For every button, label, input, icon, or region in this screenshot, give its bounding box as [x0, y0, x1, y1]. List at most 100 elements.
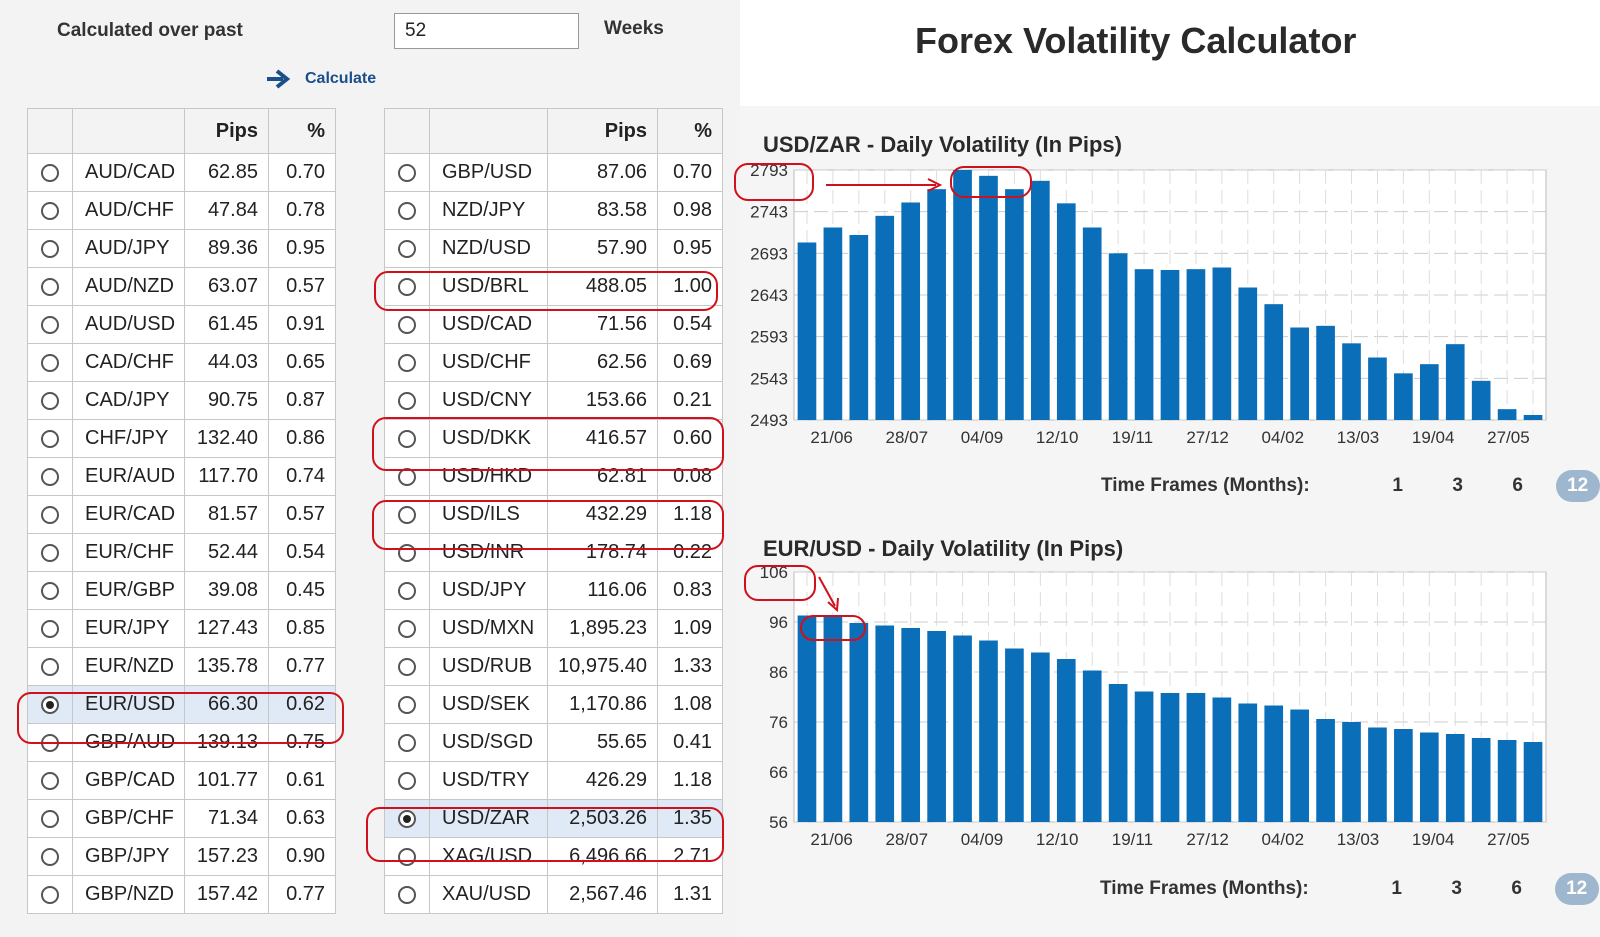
- radio-button[interactable]: [398, 277, 416, 296]
- table-row[interactable]: EUR/USD 66.30 0.62: [27, 685, 336, 724]
- table-row[interactable]: EUR/CHF 52.44 0.54: [27, 533, 336, 572]
- radio-button[interactable]: [41, 695, 59, 714]
- table-row[interactable]: AUD/CHF 47.84 0.78: [27, 191, 336, 230]
- table-row[interactable]: CHF/JPY 132.40 0.86: [27, 419, 336, 458]
- timeframe-6-button[interactable]: 6: [1512, 475, 1523, 496]
- pair-cell: EUR/NZD: [72, 647, 185, 686]
- table-row[interactable]: GBP/NZD 157.42 0.77: [27, 875, 336, 914]
- timeframe-12-button[interactable]: 12: [1555, 470, 1600, 502]
- radio-button[interactable]: [41, 809, 59, 828]
- timeframe-3-button[interactable]: 3: [1451, 878, 1462, 899]
- calculate-button[interactable]: Calculate: [265, 68, 376, 90]
- table-row[interactable]: GBP/CAD 101.77 0.61: [27, 761, 336, 800]
- radio-button[interactable]: [398, 391, 416, 410]
- radio-button[interactable]: [41, 163, 59, 182]
- table-row[interactable]: EUR/AUD 117.70 0.74: [27, 457, 336, 496]
- table-row[interactable]: GBP/CHF 71.34 0.63: [27, 799, 336, 838]
- pct-cell: 0.69: [657, 343, 723, 382]
- y-tick-label: 106: [760, 563, 788, 582]
- table-row[interactable]: EUR/CAD 81.57 0.57: [27, 495, 336, 534]
- table-row[interactable]: EUR/GBP 39.08 0.45: [27, 571, 336, 610]
- radio-button[interactable]: [398, 505, 416, 524]
- radio-button[interactable]: [398, 163, 416, 182]
- header-select: [27, 108, 73, 154]
- radio-button[interactable]: [398, 581, 416, 600]
- radio-button[interactable]: [41, 657, 59, 676]
- radio-button[interactable]: [398, 239, 416, 258]
- table-row[interactable]: XAU/USD 2,567.46 1.31: [384, 875, 723, 914]
- select-cell: [384, 153, 430, 192]
- table-row[interactable]: GBP/JPY 157.23 0.90: [27, 837, 336, 876]
- table-row[interactable]: USD/SGD 55.65 0.41: [384, 723, 723, 762]
- table-row[interactable]: AUD/CAD 62.85 0.70: [27, 153, 336, 192]
- table-row[interactable]: USD/JPY 116.06 0.83: [384, 571, 723, 610]
- weeks-input[interactable]: [394, 13, 579, 49]
- radio-button[interactable]: [41, 885, 59, 904]
- radio-button[interactable]: [41, 733, 59, 752]
- table-row[interactable]: USD/DKK 416.57 0.60: [384, 419, 723, 458]
- table-row[interactable]: AUD/USD 61.45 0.91: [27, 305, 336, 344]
- radio-button[interactable]: [398, 657, 416, 676]
- arrow-right-icon: [267, 69, 291, 89]
- bar: [979, 640, 998, 822]
- timeframe-1-button[interactable]: 1: [1391, 878, 1402, 899]
- radio-button[interactable]: [41, 467, 59, 486]
- table-row[interactable]: USD/ZAR 2,503.26 1.35: [384, 799, 723, 838]
- bar: [953, 170, 972, 420]
- table-row[interactable]: USD/INR 178.74 0.22: [384, 533, 723, 572]
- radio-button[interactable]: [398, 847, 416, 866]
- table-row[interactable]: USD/HKD 62.81 0.08: [384, 457, 723, 496]
- radio-button[interactable]: [41, 543, 59, 562]
- table-row[interactable]: USD/TRY 426.29 1.18: [384, 761, 723, 800]
- table-row[interactable]: EUR/JPY 127.43 0.85: [27, 609, 336, 648]
- timeframe-1-button[interactable]: 1: [1392, 475, 1403, 496]
- radio-button[interactable]: [398, 733, 416, 752]
- table-row[interactable]: USD/CHF 62.56 0.69: [384, 343, 723, 382]
- table-row[interactable]: USD/CNY 153.66 0.21: [384, 381, 723, 420]
- table-row[interactable]: AUD/JPY 89.36 0.95: [27, 229, 336, 268]
- radio-button[interactable]: [398, 467, 416, 486]
- radio-button[interactable]: [398, 353, 416, 372]
- table-row[interactable]: CAD/JPY 90.75 0.87: [27, 381, 336, 420]
- table-row[interactable]: GBP/AUD 139.13 0.75: [27, 723, 336, 762]
- table-row[interactable]: NZD/USD 57.90 0.95: [384, 229, 723, 268]
- table-row[interactable]: CAD/CHF 44.03 0.65: [27, 343, 336, 382]
- radio-button[interactable]: [41, 315, 59, 334]
- timeframe-12-button[interactable]: 12: [1554, 873, 1599, 905]
- radio-button[interactable]: [41, 429, 59, 448]
- radio-button[interactable]: [41, 201, 59, 220]
- radio-button[interactable]: [398, 429, 416, 448]
- table-row[interactable]: USD/ILS 432.29 1.18: [384, 495, 723, 534]
- radio-button[interactable]: [398, 771, 416, 790]
- radio-button[interactable]: [398, 809, 416, 828]
- table-row[interactable]: AUD/NZD 63.07 0.57: [27, 267, 336, 306]
- radio-button[interactable]: [41, 239, 59, 258]
- radio-button[interactable]: [41, 847, 59, 866]
- table-row[interactable]: XAG/USD 6,496.66 2.71: [384, 837, 723, 876]
- table-row[interactable]: USD/SEK 1,170.86 1.08: [384, 685, 723, 724]
- radio-button[interactable]: [41, 619, 59, 638]
- table-row[interactable]: NZD/JPY 83.58 0.98: [384, 191, 723, 230]
- table-row[interactable]: USD/CAD 71.56 0.54: [384, 305, 723, 344]
- radio-button[interactable]: [41, 505, 59, 524]
- radio-button[interactable]: [398, 885, 416, 904]
- radio-button[interactable]: [398, 201, 416, 220]
- radio-button[interactable]: [398, 619, 416, 638]
- radio-button[interactable]: [41, 353, 59, 372]
- table-row[interactable]: USD/BRL 488.05 1.00: [384, 267, 723, 306]
- table-row[interactable]: USD/MXN 1,895.23 1.09: [384, 609, 723, 648]
- timeframe-3-button[interactable]: 3: [1452, 475, 1463, 496]
- radio-button[interactable]: [398, 543, 416, 562]
- timeframe-6-button[interactable]: 6: [1511, 878, 1522, 899]
- radio-button[interactable]: [398, 695, 416, 714]
- table-row[interactable]: USD/RUB 10,975.40 1.33: [384, 647, 723, 686]
- table-row[interactable]: GBP/USD 87.06 0.70: [384, 153, 723, 192]
- radio-button[interactable]: [41, 391, 59, 410]
- radio-button[interactable]: [41, 581, 59, 600]
- pips-cell: 139.13: [184, 723, 269, 762]
- y-tick-label: 56: [769, 813, 788, 832]
- table-row[interactable]: EUR/NZD 135.78 0.77: [27, 647, 336, 686]
- radio-button[interactable]: [41, 771, 59, 790]
- radio-button[interactable]: [398, 315, 416, 334]
- radio-button[interactable]: [41, 277, 59, 296]
